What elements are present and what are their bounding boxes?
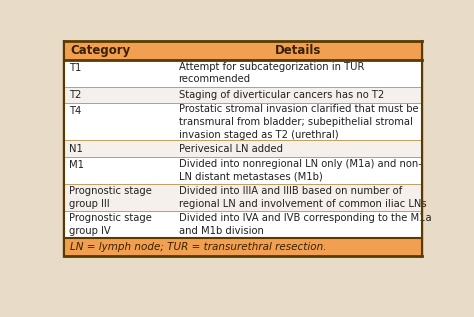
Text: Divided into IVA and IVB corresponding to the M1a
and M1b division: Divided into IVA and IVB corresponding t… bbox=[179, 213, 431, 236]
FancyBboxPatch shape bbox=[64, 238, 422, 256]
FancyBboxPatch shape bbox=[64, 41, 422, 60]
FancyBboxPatch shape bbox=[64, 157, 422, 184]
Text: Divided into IIIA and IIIB based on number of
regional LN and involvement of com: Divided into IIIA and IIIB based on numb… bbox=[179, 186, 426, 209]
FancyBboxPatch shape bbox=[64, 87, 422, 103]
FancyBboxPatch shape bbox=[64, 184, 422, 211]
FancyBboxPatch shape bbox=[64, 211, 422, 238]
Text: M1: M1 bbox=[69, 160, 84, 170]
Text: Attempt for subcategorization in TUR
recommended: Attempt for subcategorization in TUR rec… bbox=[179, 62, 364, 84]
FancyBboxPatch shape bbox=[64, 60, 422, 87]
Text: Prostatic stromal invasion clarified that must be
transmural from bladder; subep: Prostatic stromal invasion clarified tha… bbox=[179, 104, 418, 139]
Text: Details: Details bbox=[275, 44, 321, 57]
Text: T1: T1 bbox=[69, 63, 82, 73]
Text: Perivesical LN added: Perivesical LN added bbox=[179, 144, 283, 154]
Text: Staging of diverticular cancers has no T2: Staging of diverticular cancers has no T… bbox=[179, 90, 384, 100]
Text: T4: T4 bbox=[69, 107, 82, 116]
FancyBboxPatch shape bbox=[64, 140, 422, 157]
FancyBboxPatch shape bbox=[64, 103, 422, 140]
FancyBboxPatch shape bbox=[63, 40, 423, 258]
Text: Prognostic stage
group IV: Prognostic stage group IV bbox=[69, 213, 152, 236]
Text: Category: Category bbox=[70, 44, 130, 57]
Text: Prognostic stage
group III: Prognostic stage group III bbox=[69, 186, 152, 209]
Text: LN = lymph node; TUR = transurethral resection.: LN = lymph node; TUR = transurethral res… bbox=[70, 242, 327, 252]
Text: Divided into nonregional LN only (M1a) and non-
LN distant metastases (M1b): Divided into nonregional LN only (M1a) a… bbox=[179, 159, 421, 182]
Text: N1: N1 bbox=[69, 144, 83, 154]
Text: T2: T2 bbox=[69, 90, 82, 100]
